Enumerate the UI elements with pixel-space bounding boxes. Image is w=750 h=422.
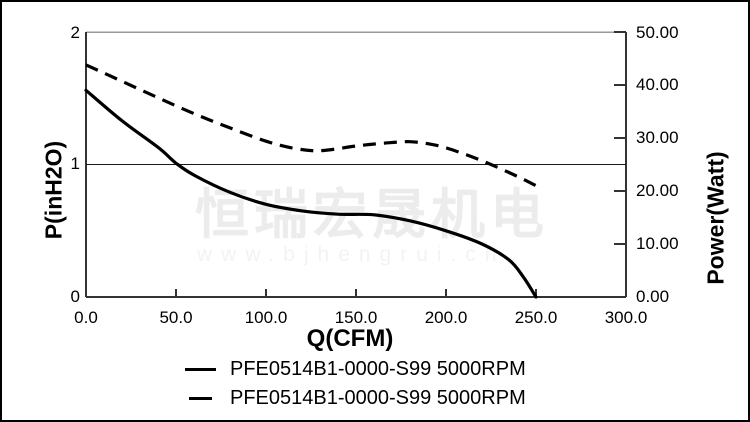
- y-right-tick-label: 50.00: [636, 23, 679, 42]
- y-right-tick-marks: [614, 31, 626, 245]
- x-tick-label: 150.0: [334, 308, 378, 327]
- x-tick-label: 300.0: [604, 308, 648, 327]
- y-right-tick-label: 10.00: [636, 234, 679, 253]
- y-left-tick-label: 1: [70, 154, 80, 173]
- y-right-tick-label: 0.00: [636, 287, 670, 306]
- y-right-tick-label: 40.00: [636, 75, 679, 94]
- x-tick-label: 100.0: [244, 308, 288, 327]
- y-left-tick-label: 2: [70, 23, 80, 42]
- y-left-tick-label: 0: [70, 287, 80, 306]
- x-tick-label: 0.0: [74, 308, 98, 327]
- legend: PFE0514B1-0000-S99 5000RPM PFE0514B1-000…: [185, 358, 526, 409]
- legend-dashed-line-sample: [185, 396, 230, 400]
- legend-label: PFE0514B1-0000-S99 5000RPM: [230, 357, 526, 380]
- legend-item: PFE0514B1-0000-S99 5000RPM: [185, 387, 526, 409]
- y-right-tick-label: 20.00: [636, 181, 679, 200]
- y-right-tick-label: 30.00: [636, 128, 679, 147]
- y-right-axis-title: Power(Watt): [702, 151, 729, 285]
- power-curve: [85, 63, 537, 188]
- x-tick-label: 50.0: [159, 308, 193, 327]
- y-left-axis-title: P(inH2O): [40, 140, 67, 240]
- x-axis-title: Q(CFM): [306, 325, 394, 352]
- pressure-curve: [84, 88, 538, 299]
- legend-solid-line-sample: [185, 367, 230, 371]
- x-tick-label: 250.0: [514, 308, 558, 327]
- x-tick-label: 200.0: [424, 308, 468, 327]
- watermark-url-text: www.bjhengrui.cn: [197, 243, 506, 266]
- x-axis-tick-marks: [175, 289, 537, 297]
- legend-item: PFE0514B1-0000-S99 5000RPM: [185, 358, 526, 380]
- legend-label: PFE0514B1-0000-S99 5000RPM: [230, 386, 526, 409]
